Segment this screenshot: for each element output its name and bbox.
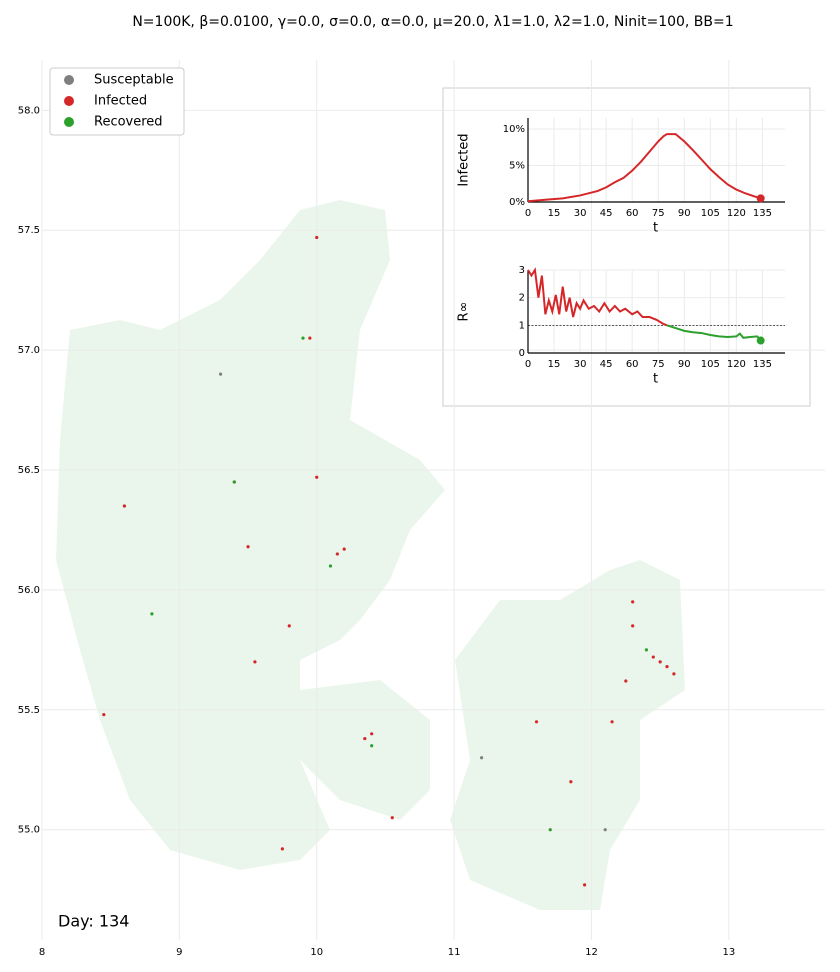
x-tick-label: 60: [626, 208, 639, 219]
series-line: [527, 133, 761, 203]
x-tick-label: 75: [652, 359, 665, 370]
series-line: [666, 324, 762, 342]
y-tick-label: 1: [519, 320, 525, 331]
scatter-point: [315, 475, 319, 479]
scatter-point: [631, 600, 635, 604]
chart-title: N=100K, β=0.0100, γ=0.0, σ=0.0, α=0.0, μ…: [132, 14, 733, 30]
y-tick-label: 10%: [503, 124, 525, 135]
legend-marker: [64, 75, 74, 85]
x-tick-label: 12: [585, 947, 598, 958]
zealand: [450, 560, 685, 910]
legend-marker: [64, 96, 74, 106]
x-axis-label: t: [653, 372, 658, 387]
scatter-point: [335, 552, 339, 556]
x-tick-label: 45: [600, 208, 613, 219]
scatter-point: [150, 612, 154, 616]
y-axis-label: R∞: [457, 302, 472, 322]
series-line: [527, 267, 668, 327]
y-tick-label: 0%: [509, 197, 525, 208]
y-tick-label: 55.5: [18, 705, 40, 716]
scatter-point: [363, 736, 367, 741]
x-tick-label: 105: [701, 208, 720, 219]
scatter-point: [301, 336, 305, 340]
scatter-point: [479, 756, 484, 760]
x-tick-label: 8: [39, 947, 45, 958]
y-axis-label: Infected: [457, 133, 472, 186]
land: [56, 200, 685, 910]
y-tick-label: 56.0: [18, 585, 40, 596]
legend-label: Infected: [94, 94, 147, 109]
scatter-point: [308, 336, 312, 340]
scatter-point: [548, 828, 552, 832]
x-tick-label: 11: [448, 947, 461, 958]
x-tick-label: 15: [548, 208, 561, 219]
funen: [300, 680, 430, 820]
scatter-point: [390, 816, 394, 820]
x-tick-label: 15: [548, 359, 561, 370]
scatter-point: [370, 744, 374, 748]
end-point: [756, 194, 765, 203]
x-tick-label: 0: [525, 208, 531, 219]
scatter-point: [658, 660, 662, 664]
jutland: [56, 200, 445, 870]
y-tick-label: 56.5: [18, 465, 40, 476]
scatter-point: [624, 679, 628, 683]
x-tick-label: 30: [574, 208, 587, 219]
y-tick-label: 57.0: [18, 345, 40, 356]
x-tick-label: 135: [753, 359, 772, 370]
scatter-point: [342, 547, 346, 551]
scatter-point: [315, 235, 319, 240]
x-tick-label: 120: [727, 359, 746, 370]
scatter-point: [569, 780, 573, 784]
x-tick-label: 90: [678, 359, 691, 370]
scatter-point: [287, 624, 291, 628]
x-tick-label: 120: [727, 208, 746, 219]
scatter-point: [218, 372, 223, 376]
x-tick-label: 0: [525, 359, 531, 370]
scatter-point: [665, 665, 669, 669]
y-tick-label: 57.5: [18, 225, 40, 236]
scatter-point: [651, 655, 655, 659]
x-tick-label: 45: [600, 359, 613, 370]
scatter-point: [644, 648, 649, 652]
scatter-point: [232, 480, 236, 484]
y-tick-label: 3: [519, 265, 525, 276]
scatter-point: [631, 624, 635, 628]
legend-marker: [64, 117, 74, 127]
legend-label: Recovered: [94, 115, 163, 130]
legend-box: [49, 67, 185, 136]
x-tick-label: 30: [574, 359, 587, 370]
scatter-point: [280, 847, 284, 851]
scatter-point: [583, 883, 587, 887]
x-tick-label: 10: [310, 947, 323, 958]
y-tick-label: 5%: [509, 160, 525, 171]
scatter-point: [534, 720, 539, 724]
scatter-point: [246, 545, 250, 549]
y-tick-label: 58.0: [18, 105, 40, 116]
x-axis-label: t: [653, 221, 658, 236]
day-annotation: Day: 134: [58, 912, 129, 931]
x-tick-label: 90: [678, 208, 691, 219]
scatter-point: [328, 564, 333, 568]
x-tick-label: 105: [701, 359, 720, 370]
scatter-point: [370, 732, 374, 736]
scatter-point: [672, 672, 676, 676]
x-tick-label: 9: [176, 947, 182, 958]
scatter-point: [122, 504, 127, 508]
legend-label: Susceptable: [94, 73, 174, 88]
y-tick-label: 0: [519, 348, 525, 359]
y-tick-label: 2: [519, 293, 525, 304]
end-point: [756, 336, 765, 345]
scatter-point: [610, 720, 614, 724]
x-tick-label: 60: [626, 359, 639, 370]
x-tick-label: 75: [652, 208, 665, 219]
scatter-point: [102, 713, 106, 717]
scatter-point: [253, 660, 257, 664]
x-tick-label: 135: [753, 208, 772, 219]
y-tick-label: 55.0: [18, 825, 40, 836]
scatter-point: [603, 828, 607, 832]
x-tick-label: 13: [722, 947, 735, 958]
